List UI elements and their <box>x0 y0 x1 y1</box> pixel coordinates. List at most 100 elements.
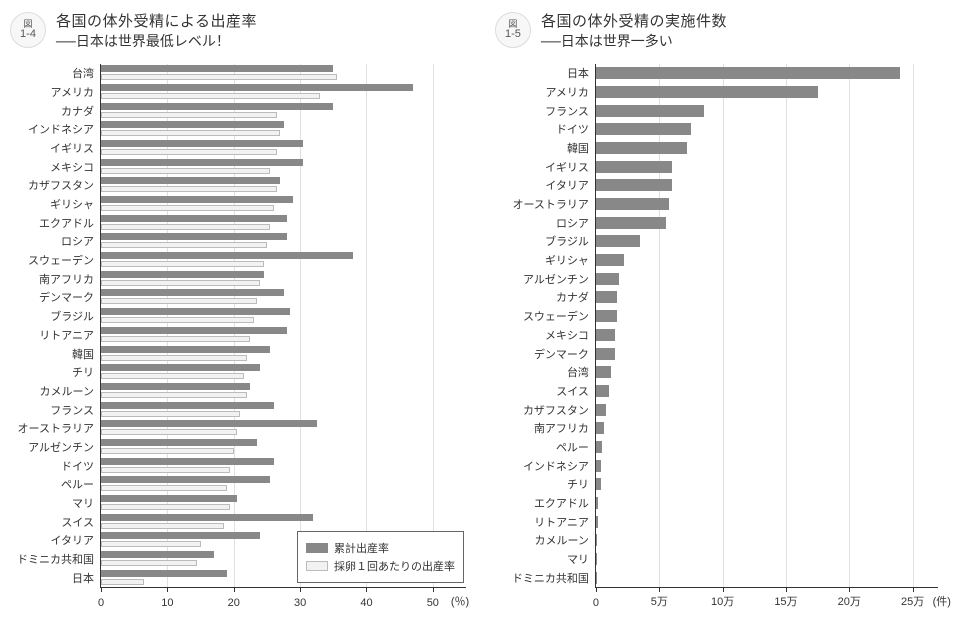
right-chart: 日本アメリカフランスドイツ韓国イギリスイタリアオーストラリアロシアブラジルギリシ… <box>495 60 942 617</box>
x-tick-label: 50 <box>427 597 439 609</box>
bar-cumulative <box>101 551 214 558</box>
legend: 累計出産率採卵１回あたりの出産率 <box>297 531 464 583</box>
category-label: スイス <box>61 514 94 530</box>
legend-swatch <box>306 543 328 553</box>
bar-per-retrieval <box>101 579 144 585</box>
bar-count <box>596 198 669 210</box>
bar-count <box>596 273 619 285</box>
category-label: 台湾 <box>567 364 589 380</box>
x-axis-unit: (件) <box>933 593 951 609</box>
bar-per-retrieval <box>101 224 270 230</box>
bar-per-retrieval <box>101 448 234 454</box>
x-tick-label: 25万 <box>901 593 924 609</box>
category-label: カザフスタン <box>523 402 589 418</box>
bar-per-retrieval <box>101 336 250 342</box>
category-label: スウェーデン <box>28 252 94 268</box>
bar-per-retrieval <box>101 242 267 248</box>
category-label: メキシコ <box>50 159 94 175</box>
right-header: 図 1-5 各国の体外受精の実施件数 ──日本は世界一多い <box>495 10 947 54</box>
bar-cumulative <box>101 103 333 110</box>
bar-cumulative <box>101 570 227 577</box>
bar-count <box>596 348 615 360</box>
bar-cumulative <box>101 532 260 539</box>
category-label: アルゼンチン <box>523 271 589 287</box>
category-label: エクアドル <box>39 215 94 231</box>
figure-badge-1-5: 図 1-5 <box>495 12 531 48</box>
bar-count <box>596 460 601 472</box>
x-tick-label: 20 <box>228 597 240 609</box>
bar-per-retrieval <box>101 392 247 398</box>
category-label: スウェーデン <box>523 308 589 324</box>
category-label: イギリス <box>50 140 94 156</box>
left-subtitle: ──日本は世界最低レベル！ <box>56 31 257 51</box>
bar-count <box>596 254 624 266</box>
bar-cumulative <box>101 140 303 147</box>
category-label: イギリス <box>545 159 589 175</box>
category-label: リトアニア <box>534 514 589 530</box>
category-label: 南アフリカ <box>534 420 589 436</box>
category-label: ロシア <box>61 233 94 249</box>
category-label: ドミニカ共和国 <box>17 551 94 567</box>
right-titles: 各国の体外受精の実施件数 ──日本は世界一多い <box>541 10 727 51</box>
category-label: ペルー <box>556 439 589 455</box>
bar-cumulative <box>101 233 287 240</box>
category-label: マリ <box>567 551 589 567</box>
category-label: ギリシャ <box>545 252 589 268</box>
right-title: 各国の体外受精の実施件数 <box>541 10 727 31</box>
bar-per-retrieval <box>101 411 240 417</box>
bar-cumulative <box>101 271 264 278</box>
category-label: フランス <box>50 402 94 418</box>
bar-per-retrieval <box>101 130 280 136</box>
badge-bottom-label: 1-5 <box>505 29 521 41</box>
bar-cumulative <box>101 383 250 390</box>
x-tick-label: 40 <box>360 597 372 609</box>
bar-count <box>596 86 818 98</box>
left-header: 図 1-4 各国の体外受精による出産率 ──日本は世界最低レベル！ <box>10 10 475 54</box>
bar-cumulative <box>101 289 284 296</box>
category-label: ブラジル <box>545 233 589 249</box>
bar-cumulative <box>101 177 280 184</box>
category-label: オーストラリア <box>18 420 94 436</box>
page: 図 1-4 各国の体外受精による出産率 ──日本は世界最低レベル！ 台湾アメリカ… <box>0 0 957 627</box>
figure-badge-1-4: 図 1-4 <box>10 12 46 48</box>
bar-per-retrieval <box>101 560 197 566</box>
bar-count <box>596 497 598 509</box>
category-label: 南アフリカ <box>39 271 94 287</box>
bar-count <box>596 291 618 303</box>
bar-cumulative <box>101 65 333 72</box>
category-label: カナダ <box>556 289 589 305</box>
category-label: ギリシャ <box>50 196 94 212</box>
bar-count <box>596 161 672 173</box>
bar-cumulative <box>101 439 257 446</box>
bar-count <box>596 105 704 117</box>
x-tick-label: 10万 <box>711 593 734 609</box>
category-label: リトアニア <box>39 327 94 343</box>
category-label: 韓国 <box>567 140 589 156</box>
category-label: カメルーン <box>534 532 588 548</box>
legend-row: 採卵１回あたりの出産率 <box>306 558 455 574</box>
category-label: イタリア <box>545 177 589 193</box>
bar-per-retrieval <box>101 355 247 361</box>
category-label: 日本 <box>567 65 589 81</box>
bar-per-retrieval <box>101 261 264 267</box>
bar-cumulative <box>101 346 270 353</box>
right-panel: 図 1-5 各国の体外受精の実施件数 ──日本は世界一多い 日本アメリカフランス… <box>485 10 947 617</box>
category-label: インドネシア <box>523 458 589 474</box>
right-subtitle: ──日本は世界一多い <box>541 31 727 51</box>
left-plot-area: 01020304050(％) <box>100 64 466 588</box>
category-label: アルゼンチン <box>28 439 94 455</box>
bar-per-retrieval <box>101 467 230 473</box>
legend-swatch <box>306 561 328 571</box>
bar-cumulative <box>101 196 293 203</box>
category-label: チリ <box>72 364 94 380</box>
bar-per-retrieval <box>101 523 224 529</box>
bar-count <box>596 366 611 378</box>
bar-count <box>596 123 691 135</box>
bar-cumulative <box>101 252 353 259</box>
category-label: 韓国 <box>72 346 94 362</box>
bar-per-retrieval <box>101 149 277 155</box>
bar-count <box>596 142 687 154</box>
x-tick-label: 15万 <box>774 593 797 609</box>
bar-per-retrieval <box>101 280 260 286</box>
bar-count <box>596 553 597 565</box>
